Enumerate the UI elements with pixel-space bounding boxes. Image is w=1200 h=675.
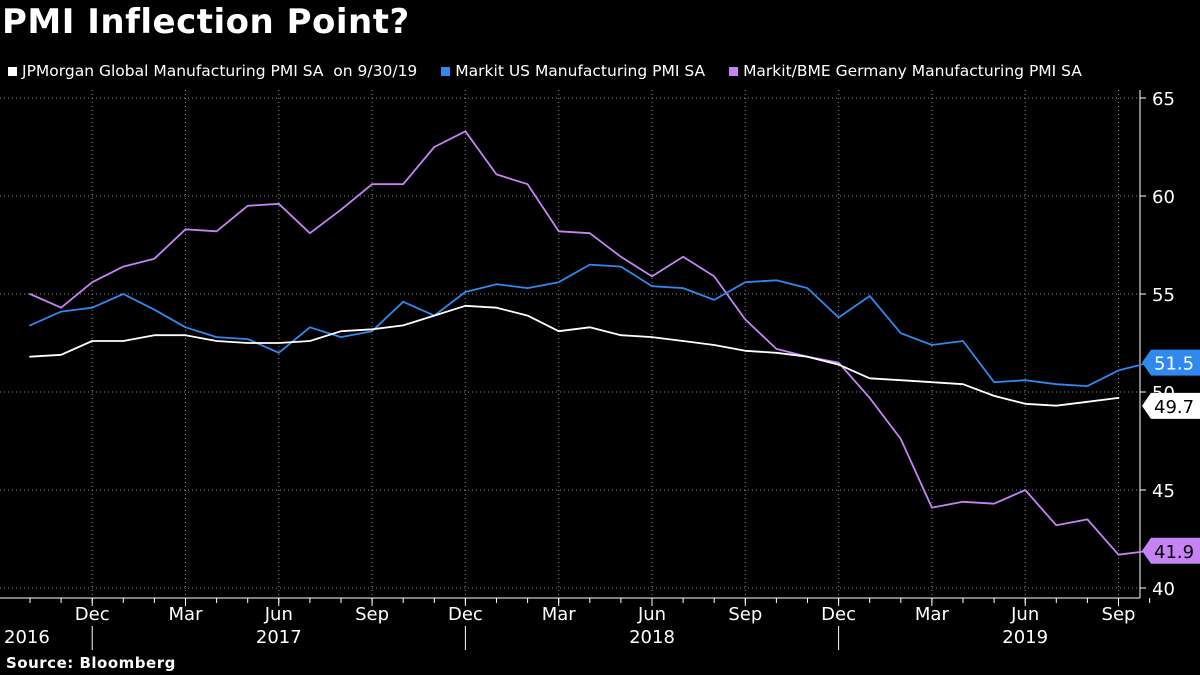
y-tick-label-65: 65 [1152, 89, 1175, 110]
x-tick-label-sep: Sep [1102, 604, 1136, 625]
last-value-label-1: 51.5 [1154, 354, 1194, 375]
last-value-label-0: 49.7 [1154, 397, 1194, 418]
series-line-1 [29, 263, 1151, 387]
x-tick-label-dec: Dec [821, 604, 856, 625]
x-tick-label-mar: Mar [169, 604, 204, 625]
x-tick-label-mar: Mar [915, 604, 950, 625]
x-tick-label-sep: Sep [728, 604, 762, 625]
legend: JPMorgan Global Manufacturing PMI SA on … [0, 60, 1098, 82]
last-value-label-2: 41.9 [1154, 542, 1194, 563]
last-value-tag-0 [1142, 392, 1200, 419]
y-tick-label-55: 55 [1152, 285, 1175, 306]
series-line-2 [29, 130, 1151, 556]
x-tick-label-sep: Sep [355, 604, 389, 625]
year-label-2018: 2018 [629, 627, 675, 648]
y-tick-label-40: 40 [1152, 579, 1175, 600]
legend-swatch-global [8, 66, 17, 76]
legend-label-us: Markit US Manufacturing PMI SA [455, 62, 706, 80]
year-label-2019: 2019 [1002, 627, 1048, 648]
legend-swatch-us [441, 66, 451, 76]
series-line-0 [29, 304, 1120, 407]
last-value-tag-1 [1142, 349, 1200, 376]
y-tick-label-60: 60 [1152, 187, 1175, 208]
y-tick-label-45: 45 [1152, 481, 1175, 502]
legend-swatch-germany [729, 66, 739, 76]
x-tick-label-jun: Jun [637, 604, 666, 625]
x-tick-label-jun: Jun [1010, 604, 1039, 625]
year-label-2016: 2016 [4, 627, 50, 648]
x-tick-label-dec: Dec [448, 604, 483, 625]
x-tick-label-dec: Dec [75, 604, 110, 625]
legend-item-us: Markit US Manufacturing PMI SA [433, 62, 705, 80]
legend-item-germany: Markit/BME Germany Manufacturing PMI SA [721, 62, 1082, 80]
chart-title: PMI Inflection Point? [2, 2, 410, 42]
x-tick-label-mar: Mar [542, 604, 577, 625]
legend-label-germany: Markit/BME Germany Manufacturing PMI SA [743, 62, 1082, 80]
last-value-tag-2 [1142, 537, 1200, 564]
legend-item-global: JPMorgan Global Manufacturing PMI SA on … [0, 62, 417, 80]
source-note: Source: Bloomberg [6, 654, 176, 672]
x-tick-label-jun: Jun [264, 604, 293, 625]
year-label-2017: 2017 [256, 627, 302, 648]
legend-label-global: JPMorgan Global Manufacturing PMI SA on … [22, 62, 418, 80]
